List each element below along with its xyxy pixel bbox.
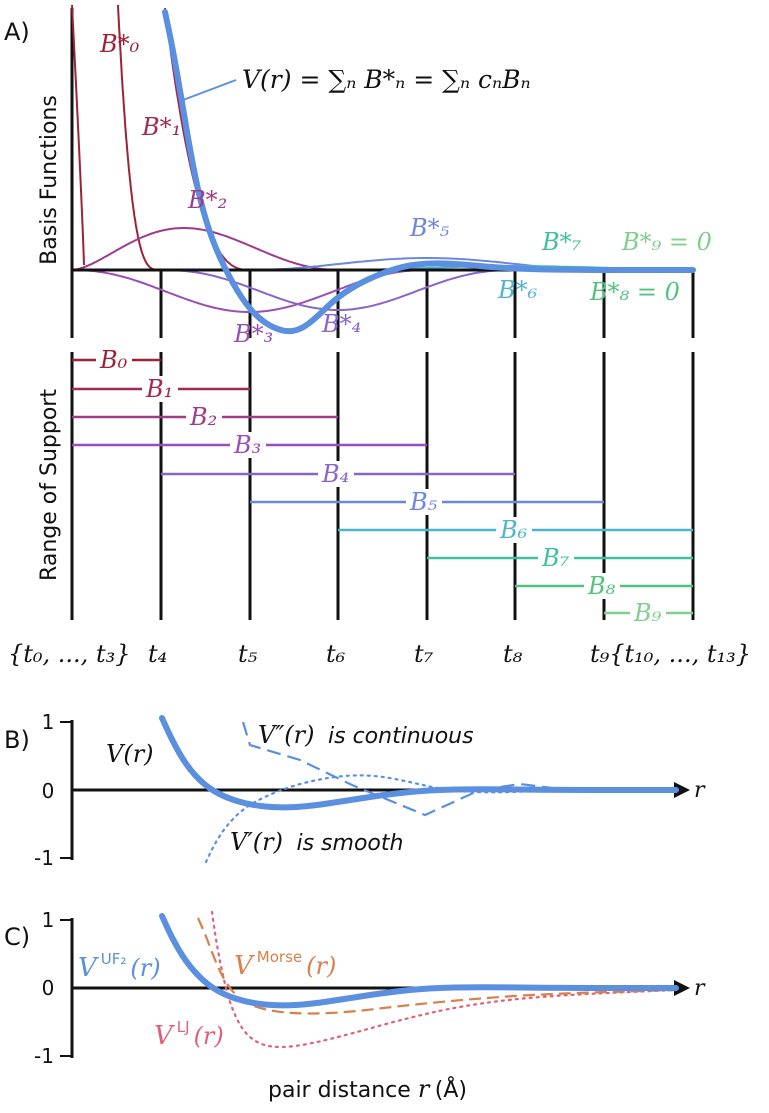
- label-lj-arg: (r): [194, 1022, 224, 1050]
- support-label-bg-9: [630, 600, 666, 626]
- potential-curve-b: [159, 715, 679, 811]
- uf2-curve: [159, 913, 679, 1009]
- label-v2-continuous: V″(r) is continuous: [258, 721, 474, 749]
- knot-label-1: t₄: [148, 640, 167, 668]
- support-label-bg-6: [496, 517, 532, 543]
- support-label-bg-1: [142, 376, 178, 402]
- basis-label-1: B*₁: [141, 113, 181, 141]
- panel-c-ytick-1: 1: [42, 908, 55, 932]
- support-label-4: B₄: [321, 460, 349, 488]
- label-uf2-sup: UF₂: [101, 950, 127, 968]
- label-lj: V LJ (r): [154, 1018, 224, 1051]
- support-label-bg-7: [538, 545, 574, 571]
- basis-functions-ylabel: Basis Functions: [37, 95, 62, 265]
- basis-label-3: B*₃: [233, 320, 273, 348]
- basis-label-0: B*₀: [99, 30, 140, 58]
- basis-curve-2: [71, 227, 338, 271]
- basis-label-9: B*₉ = 0: [621, 228, 712, 256]
- support-label-bg-2: [186, 404, 222, 430]
- label-uf2: V UF₂ (r): [78, 950, 161, 983]
- panel-b: B) 1 0 -1 r V(r) V″(r) is continuous V′(…: [4, 710, 706, 870]
- basis-curve-0a: [71, 4, 85, 266]
- panel-b-letter: B): [4, 726, 30, 754]
- support-label-bg-0: [96, 347, 132, 373]
- knot-lines-top: [70, 8, 695, 338]
- knot-label-6: t₉{t₁₀, ..., t₁₃}: [590, 640, 751, 668]
- xlabel-text: pair distance: [268, 1078, 418, 1103]
- label-morse-sup: Morse: [257, 948, 302, 966]
- knot-label-0: {t₀, ..., t₃}: [8, 640, 130, 668]
- panel-c-letter: C): [4, 923, 30, 951]
- support-label-2: B₂: [189, 403, 217, 431]
- panel-c-arrowhead: [674, 980, 690, 996]
- basis-label-4: B*₄: [321, 310, 361, 338]
- label-uf2-base: V: [78, 953, 99, 983]
- equation-pointer: [182, 79, 237, 101]
- panel-a: A) Basis Functions Range of Support V(r)…: [4, 4, 751, 668]
- support-label-0: B₀: [99, 346, 128, 374]
- support-ranges: B₀ B₁ B₂ B₃ B₄ B₅ B₆ B₇ B₈ B₉: [72, 346, 693, 627]
- support-label-bg-4: [318, 461, 354, 487]
- support-label-3: B₃: [233, 431, 261, 459]
- label-morse: V Morse (r): [234, 948, 336, 981]
- xlabel-unit: (Å): [435, 1076, 467, 1103]
- support-label-1: B₁: [145, 375, 173, 403]
- panel-c-axis-var: r: [694, 976, 706, 1001]
- panel-a-letter: A): [4, 18, 30, 46]
- panel-b-axis-var: r: [694, 778, 706, 803]
- knot-label-3: t₆: [326, 640, 346, 668]
- range-of-support-ylabel: Range of Support: [37, 389, 62, 581]
- label-v1-smooth: V′(r) is smooth: [230, 828, 403, 856]
- panel-b-arrowhead: [674, 782, 690, 798]
- label-uf2-arg: (r): [130, 954, 160, 982]
- basis-label-5: B*₅: [409, 214, 450, 242]
- basis-labels: B*₀ B*₁ B*₂ B*₃ B*₄ B*₅ B*₆B*₇B*₈ = 0 B*₉ = 0: [99, 30, 712, 348]
- knot-labels: {t₀, ..., t₃} t₄ t₅ t₆ t₇ t₈ t₉{t₁₀, ..., t₁₃}: [8, 640, 751, 668]
- label-v1-math: V′(r): [230, 828, 283, 856]
- basis-label-6: B*₆: [497, 276, 538, 304]
- lj-curve: [210, 910, 678, 1049]
- knot-label-5: t₈: [503, 640, 523, 668]
- label-v2-math: V″(r): [258, 721, 315, 749]
- basis-label-7: B*₇: [541, 228, 582, 256]
- support-label-8: B₈: [587, 572, 616, 600]
- support-label-6: B₆: [499, 516, 528, 544]
- basis-curve-4: [161, 269, 515, 311]
- support-label-5: B₅: [409, 488, 438, 516]
- panel-b-ytick-0: 0: [42, 779, 55, 803]
- panel-c: C) 1 0 -1 r V UF₂ (r) V Morse (r) V LJ (…: [4, 908, 706, 1103]
- support-label-bg-3: [230, 432, 266, 458]
- basis-curves: [71, 4, 693, 313]
- label-v-r: V(r): [106, 740, 154, 768]
- support-label-7: B₇: [541, 544, 570, 572]
- support-label-bg-8: [584, 573, 620, 599]
- label-lj-sup: LJ: [177, 1018, 190, 1036]
- xlabel-var: r: [418, 1075, 431, 1103]
- morse-curve: [196, 917, 677, 1015]
- panel-c-ytick-m1: -1: [34, 1044, 54, 1068]
- label-morse-arg: (r): [306, 952, 336, 980]
- equation-label: V(r) = ∑ₙ B*ₙ = ∑ₙ cₙBₙ: [242, 65, 531, 94]
- label-morse-base: V: [234, 951, 255, 981]
- support-label-9: B₉: [633, 599, 662, 627]
- label-lj-base: V: [154, 1021, 175, 1051]
- panel-c-xlabel: pair distance r (Å): [268, 1075, 467, 1103]
- potential-curve-a: [162, 9, 696, 335]
- label-v2-text: is continuous: [328, 724, 474, 749]
- basis-label-2: B*₂: [187, 186, 227, 214]
- knot-label-2: t₅: [238, 640, 258, 668]
- knot-label-4: t₇: [414, 640, 434, 668]
- knot-lines-bottom: [70, 352, 695, 620]
- panel-c-ytick-0: 0: [42, 976, 55, 1000]
- panel-b-ytick-m1: -1: [34, 846, 54, 870]
- label-v1-text: is smooth: [296, 831, 403, 856]
- basis-label-8: B*₈ = 0: [589, 278, 680, 306]
- panel-b-ytick-1: 1: [42, 710, 55, 734]
- support-label-bg-5: [406, 489, 442, 515]
